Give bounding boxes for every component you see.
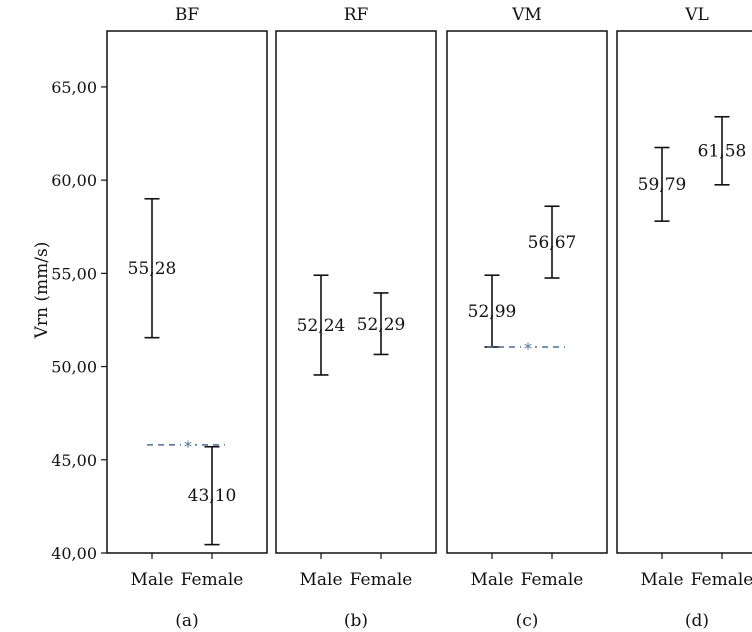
panel-frame: [446, 30, 608, 554]
panel-title: RF: [344, 5, 369, 25]
mean-label: 52,99: [468, 302, 517, 322]
panel-caption: (b): [344, 611, 368, 631]
panel-caption: (d): [685, 611, 709, 631]
error-bar-female: 52,29: [357, 292, 406, 356]
panel-title: BF: [175, 5, 199, 25]
significance-asterisk: *: [524, 339, 532, 358]
x-tick-label: Female: [521, 570, 584, 590]
mean-label: 43,10: [188, 486, 237, 506]
error-bar-male: 52,24: [297, 274, 346, 376]
y-axis-label: Vrn (mm/s): [32, 242, 52, 340]
panel-vl: VL (d) Male Female 59,79 61,58: [616, 5, 752, 631]
mean-label: 59,79: [638, 175, 687, 195]
significance-gap: [521, 338, 535, 355]
significance-gap: [181, 436, 195, 453]
x-tick-label: Male: [470, 570, 513, 590]
y-tick-label: 60,00: [51, 171, 97, 190]
panel-caption: (a): [175, 611, 198, 631]
significance-marker: *: [487, 338, 565, 358]
y-tick-label: 65,00: [51, 78, 97, 97]
significance-asterisk: *: [184, 437, 192, 456]
mean-label: 56,67: [528, 233, 577, 253]
error-bar-male: 55,28: [128, 197, 177, 339]
panel-frame: [275, 30, 437, 554]
x-tick-label: Female: [181, 570, 244, 590]
error-bar-male: 59,79: [638, 146, 687, 222]
panel-bf: BF (a) Male Female 55,28 43,10 *: [106, 5, 268, 631]
error-bar-female: 56,67: [528, 205, 577, 279]
panel-frame: [616, 30, 752, 554]
panel-title: VL: [684, 5, 709, 25]
y-tick-label: 50,00: [51, 358, 97, 377]
x-tick-label: Male: [299, 570, 342, 590]
error-bar-female: 61,58: [698, 115, 747, 186]
y-tick-label: 55,00: [51, 264, 97, 283]
x-tick-label: Female: [691, 570, 752, 590]
panel-title: VM: [511, 5, 542, 25]
significance-marker: *: [147, 436, 225, 456]
error-bar-male: 52,99: [468, 274, 517, 348]
panel-caption: (c): [516, 611, 539, 631]
mean-label: 52,29: [357, 315, 406, 335]
y-axis: 40,00 45,00 50,00 55,00 60,00 65,00: [51, 78, 107, 563]
panel-frame: [106, 30, 268, 554]
x-tick-label: Male: [130, 570, 173, 590]
mean-label: 61,58: [698, 142, 747, 162]
x-tick-label: Female: [350, 570, 413, 590]
panel-vm: VM (c) Male Female 52,99 56,67 *: [446, 5, 608, 631]
mean-label: 55,28: [128, 259, 177, 279]
x-tick-label: Male: [640, 570, 683, 590]
mean-label: 52,24: [297, 316, 346, 336]
y-tick-label: 45,00: [51, 451, 97, 470]
panel-rf: RF (b) Male Female 52,24 52,29: [275, 5, 437, 631]
error-bar-female: 43,10: [188, 445, 237, 546]
panels: BF (a) Male Female 55,28 43,10 * RF (b) Male Femal…: [106, 5, 752, 631]
y-tick-label: 40,00: [51, 544, 97, 563]
